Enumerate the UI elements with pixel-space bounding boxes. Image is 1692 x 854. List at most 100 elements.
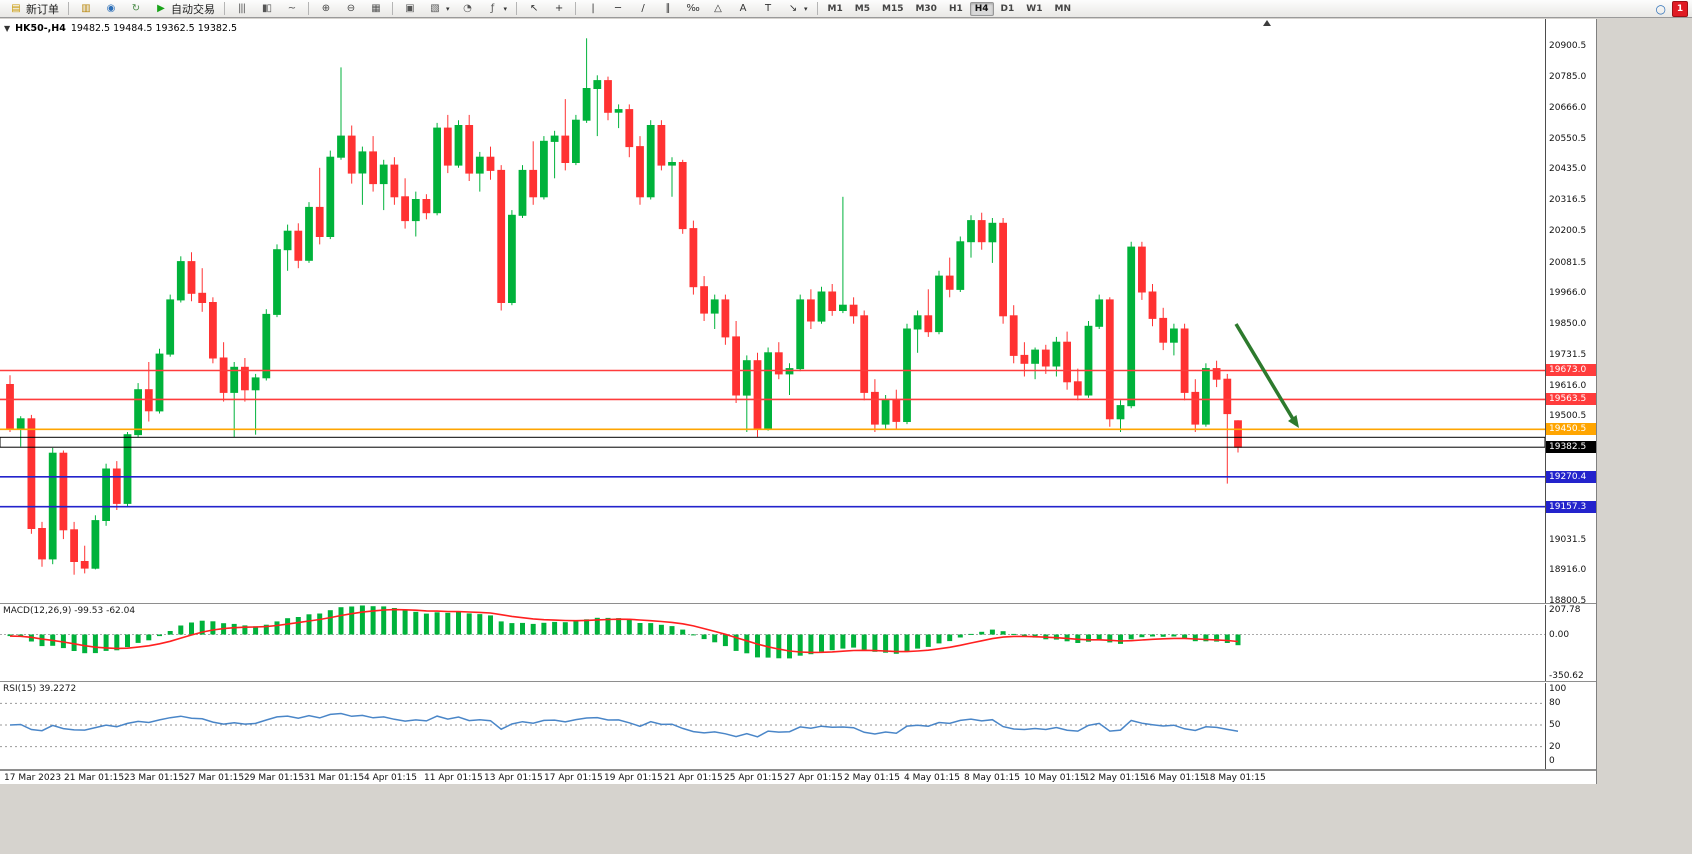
tile-windows-icon: ▦ — [371, 3, 380, 14]
chart-symbol-timeframe: HK50-,H4 — [15, 23, 66, 34]
chart-profile-icon[interactable]: ▥ — [73, 0, 98, 18]
candle — [486, 156, 495, 171]
rsi-axis[interactable]: 100 80 50 20 0 — [1545, 683, 1596, 769]
candle — [636, 146, 644, 198]
macd-histogram-bar — [1086, 634, 1091, 642]
macd-histogram-bar — [349, 606, 355, 635]
channel-icon[interactable]: ∥ — [655, 0, 680, 18]
pane-divider[interactable] — [0, 681, 1596, 682]
cursor-icon[interactable]: ↖ — [521, 0, 546, 18]
macd-histogram-bar — [125, 634, 130, 648]
trendline-icon[interactable]: / — [630, 0, 655, 18]
line-chart-type-icon[interactable]: ~ — [279, 0, 304, 18]
rsi-axis-label: 80 — [1549, 698, 1561, 708]
macd-histogram-bar — [520, 622, 525, 635]
fibonacci-icon[interactable]: ‰ — [680, 0, 705, 18]
macd-histogram-bar — [648, 623, 654, 635]
text-icon[interactable]: A — [730, 0, 755, 18]
timeframe-h4[interactable]: H4 — [969, 1, 994, 16]
market-watch-icon[interactable]: ◉ — [98, 0, 123, 18]
new-chart-icon[interactable]: ▧ ▾ — [422, 0, 455, 18]
timeframe-h1[interactable]: H1 — [948, 3, 963, 14]
new-order-button[interactable]: ▤ 新订单 — [3, 0, 64, 18]
bar-chart-type-icon[interactable]: ||| — [229, 0, 254, 18]
candle — [518, 169, 527, 216]
zoom-in-icon[interactable]: ⊕ — [313, 0, 338, 18]
macd-axis-label: 207.78 — [1549, 605, 1581, 615]
rsi-chart[interactable] — [0, 683, 1545, 769]
macd-histogram-bar — [893, 634, 899, 654]
timeframe-m5[interactable]: M5 — [854, 3, 870, 14]
candle — [945, 275, 954, 290]
refresh-icon[interactable]: ↻ — [123, 0, 148, 18]
search-icon[interactable]: ○ — [1655, 2, 1666, 16]
clock-icon[interactable]: ◔ — [455, 0, 480, 18]
candle — [273, 249, 281, 315]
macd-histogram-bar — [306, 614, 312, 635]
macd-histogram-bar — [423, 613, 429, 635]
candle — [774, 352, 783, 375]
macd-histogram-bar — [231, 623, 237, 635]
timeframe-m1[interactable]: M1 — [827, 3, 843, 14]
candle — [1159, 317, 1168, 343]
time-axis-label: 18 May 01:15 — [1204, 773, 1266, 783]
price-axis-label: 20316.5 — [1549, 195, 1587, 205]
candle — [1020, 354, 1029, 364]
macd-histogram-bar — [1139, 634, 1145, 638]
macd-histogram-bar — [744, 634, 750, 654]
time-axis[interactable]: 17 Mar 2023 21 Mar 01:15 23 Mar 01:15 27 Ma… — [0, 770, 1596, 784]
macd-histogram-bar — [680, 629, 686, 635]
candle — [465, 125, 474, 174]
arrows-icon[interactable]: ↘ ▾ — [780, 0, 813, 18]
horizontal-line-icon[interactable]: ─ — [605, 0, 630, 18]
pane-divider[interactable] — [0, 603, 1596, 604]
price-axis-label: 20200.5 — [1549, 226, 1587, 236]
candle — [198, 292, 207, 303]
rectangle-object[interactable] — [0, 436, 1545, 448]
text-label-icon[interactable]: T — [755, 0, 780, 18]
candlestick-chart[interactable] — [0, 19, 1545, 603]
indicators-icon[interactable]: ƒ ▾ — [480, 0, 513, 18]
macd-histogram-bar — [381, 606, 387, 635]
macd-chart[interactable] — [0, 605, 1545, 681]
candle — [529, 169, 538, 198]
crosshair-icon[interactable]: + — [546, 0, 571, 18]
timeframe-mn[interactable]: MN — [1054, 3, 1071, 14]
macd-label: MACD(12,26,9) -99.53 -62.04 — [3, 606, 136, 616]
macd-axis[interactable]: 207.78 0.00 -350.62 — [1545, 605, 1596, 681]
candle — [166, 299, 175, 355]
macd-histogram-bar — [146, 634, 152, 641]
main-chart-pane: ▼ HK50-,H4 19482.5 19484.5 19362.5 19382… — [0, 19, 1596, 603]
candle — [572, 119, 580, 163]
candle — [646, 125, 655, 198]
shapes-icon[interactable]: △ — [705, 0, 730, 18]
candle — [1009, 315, 1018, 356]
timeframe-d1[interactable]: D1 — [1000, 3, 1015, 14]
news-badge[interactable]: 1 — [1672, 1, 1688, 17]
timeframe-m30[interactable]: M30 — [915, 3, 937, 14]
candle — [38, 528, 46, 560]
autotrade-button[interactable]: ▶ 自动交易 — [148, 0, 220, 18]
timeframe-m15[interactable]: M15 — [881, 3, 904, 14]
macd-histogram-bar — [167, 631, 173, 635]
macd-histogram-bar — [989, 629, 995, 635]
price-axis[interactable]: 20900.5 20785.0 20666.0 20550.5 20435.0 20316… — [1545, 19, 1596, 603]
candlestick-chart-type-icon[interactable]: ▮▯ — [254, 0, 279, 18]
time-axis-label: 21 Apr 01:15 — [664, 773, 723, 783]
macd-histogram-bar — [658, 624, 664, 635]
timeframe-w1[interactable]: W1 — [1026, 3, 1043, 14]
chart-shift-marker[interactable] — [1263, 20, 1271, 26]
candle — [80, 561, 89, 569]
macd-histogram-bar — [701, 634, 707, 640]
tile-windows-icon[interactable]: ▦ — [363, 0, 388, 18]
vertical-line-icon[interactable]: | — [580, 0, 605, 18]
auto-arrange-icon[interactable]: ▣ — [397, 0, 422, 18]
macd-histogram-bar — [829, 634, 835, 651]
candle — [935, 275, 943, 333]
macd-histogram-bar — [915, 634, 921, 649]
one-click-trading-toggle[interactable]: ▼ — [4, 24, 11, 33]
macd-histogram-bar — [210, 621, 216, 635]
zoom-out-icon[interactable]: ⊖ — [338, 0, 363, 18]
window-background — [0, 785, 1692, 854]
arrow-annotation[interactable] — [1234, 323, 1295, 420]
